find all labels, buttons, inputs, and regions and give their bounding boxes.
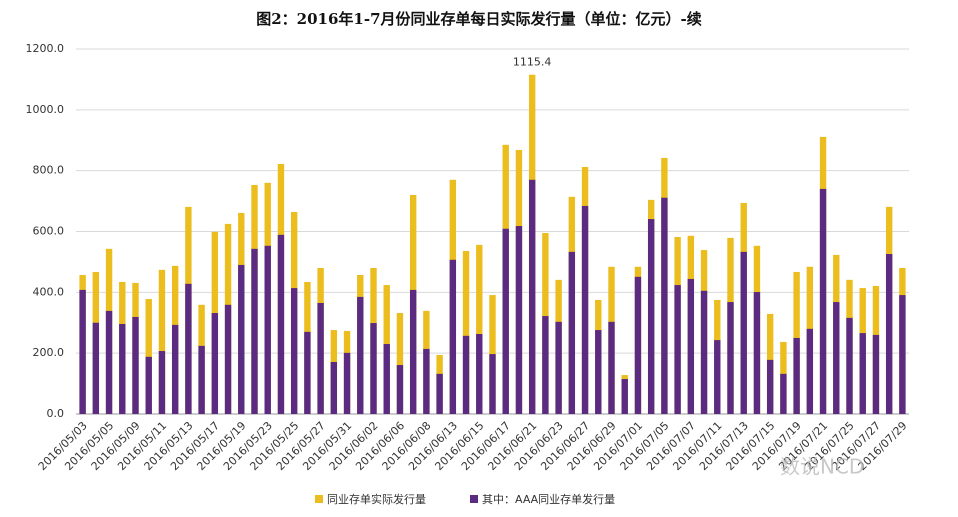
bar xyxy=(687,278,695,414)
bar xyxy=(806,328,814,414)
bar xyxy=(145,299,152,414)
bar xyxy=(423,348,430,414)
bar xyxy=(489,354,496,414)
bar xyxy=(198,345,205,414)
bar xyxy=(740,251,747,414)
bar xyxy=(145,356,152,414)
bar xyxy=(819,188,827,414)
y-tick-label: 600.0 xyxy=(33,225,65,238)
bar xyxy=(79,289,86,414)
bar xyxy=(581,205,589,414)
bar xyxy=(370,323,377,414)
bar xyxy=(396,313,404,414)
bar xyxy=(462,335,470,414)
bar xyxy=(528,179,536,414)
bar xyxy=(515,226,523,414)
legend-swatch xyxy=(470,495,478,503)
bar xyxy=(343,352,351,414)
bar xyxy=(171,324,179,414)
bar xyxy=(158,269,166,414)
bar xyxy=(793,337,800,414)
bar xyxy=(753,292,761,414)
bar xyxy=(846,317,853,414)
y-tick-label: 1200.0 xyxy=(26,42,65,55)
bar xyxy=(714,340,721,414)
bar xyxy=(383,344,390,414)
bar xyxy=(105,310,113,414)
bar xyxy=(700,290,708,414)
y-tick-label: 800.0 xyxy=(33,164,65,177)
bar xyxy=(264,245,271,414)
bar xyxy=(224,304,232,414)
bar xyxy=(833,302,840,414)
bar xyxy=(158,351,166,414)
bar xyxy=(555,321,562,414)
bar xyxy=(595,330,602,414)
legend-label: 其中：AAA同业存单发行量 xyxy=(482,492,615,506)
chart-title: 图2：2016年1-7月份同业存单每日实际发行量（单位：亿元）-续 xyxy=(256,10,702,28)
bar xyxy=(634,276,642,414)
bar xyxy=(277,234,285,414)
bar xyxy=(92,322,100,414)
bar xyxy=(661,197,668,414)
bar xyxy=(436,373,443,414)
bar xyxy=(317,302,324,414)
y-tick-label: 200.0 xyxy=(33,346,65,359)
bar xyxy=(502,228,509,414)
bar xyxy=(132,316,139,414)
y-tick-label: 0.0 xyxy=(47,407,65,420)
bar xyxy=(462,250,470,414)
bar xyxy=(304,331,311,414)
watermark: 数说NCD xyxy=(780,455,864,479)
y-tick-label: 400.0 xyxy=(33,285,65,298)
bar xyxy=(608,321,615,414)
bar xyxy=(766,359,774,414)
bar xyxy=(396,365,404,414)
bar xyxy=(119,323,126,414)
bar xyxy=(621,379,628,414)
bar xyxy=(330,361,338,414)
bar xyxy=(859,333,866,414)
legend-swatch xyxy=(315,495,323,503)
bar xyxy=(885,254,893,414)
data-label: 1115.4 xyxy=(513,56,552,69)
legend-label: 同业存单实际发行量 xyxy=(327,492,426,506)
bar xyxy=(290,288,298,414)
bar xyxy=(409,289,417,414)
bar xyxy=(449,259,457,414)
bar xyxy=(727,302,734,414)
bar xyxy=(780,373,787,414)
y-tick-label: 1000.0 xyxy=(26,103,65,116)
bar xyxy=(185,283,192,414)
bar xyxy=(542,316,549,414)
bar xyxy=(568,251,576,414)
bar xyxy=(647,219,655,414)
bar xyxy=(357,296,364,414)
bar xyxy=(238,264,245,414)
bar xyxy=(899,295,906,414)
bar xyxy=(872,334,880,414)
bar xyxy=(476,334,483,414)
bar xyxy=(476,244,483,414)
bar xyxy=(211,313,219,414)
bar xyxy=(674,285,681,414)
bar xyxy=(251,248,258,414)
